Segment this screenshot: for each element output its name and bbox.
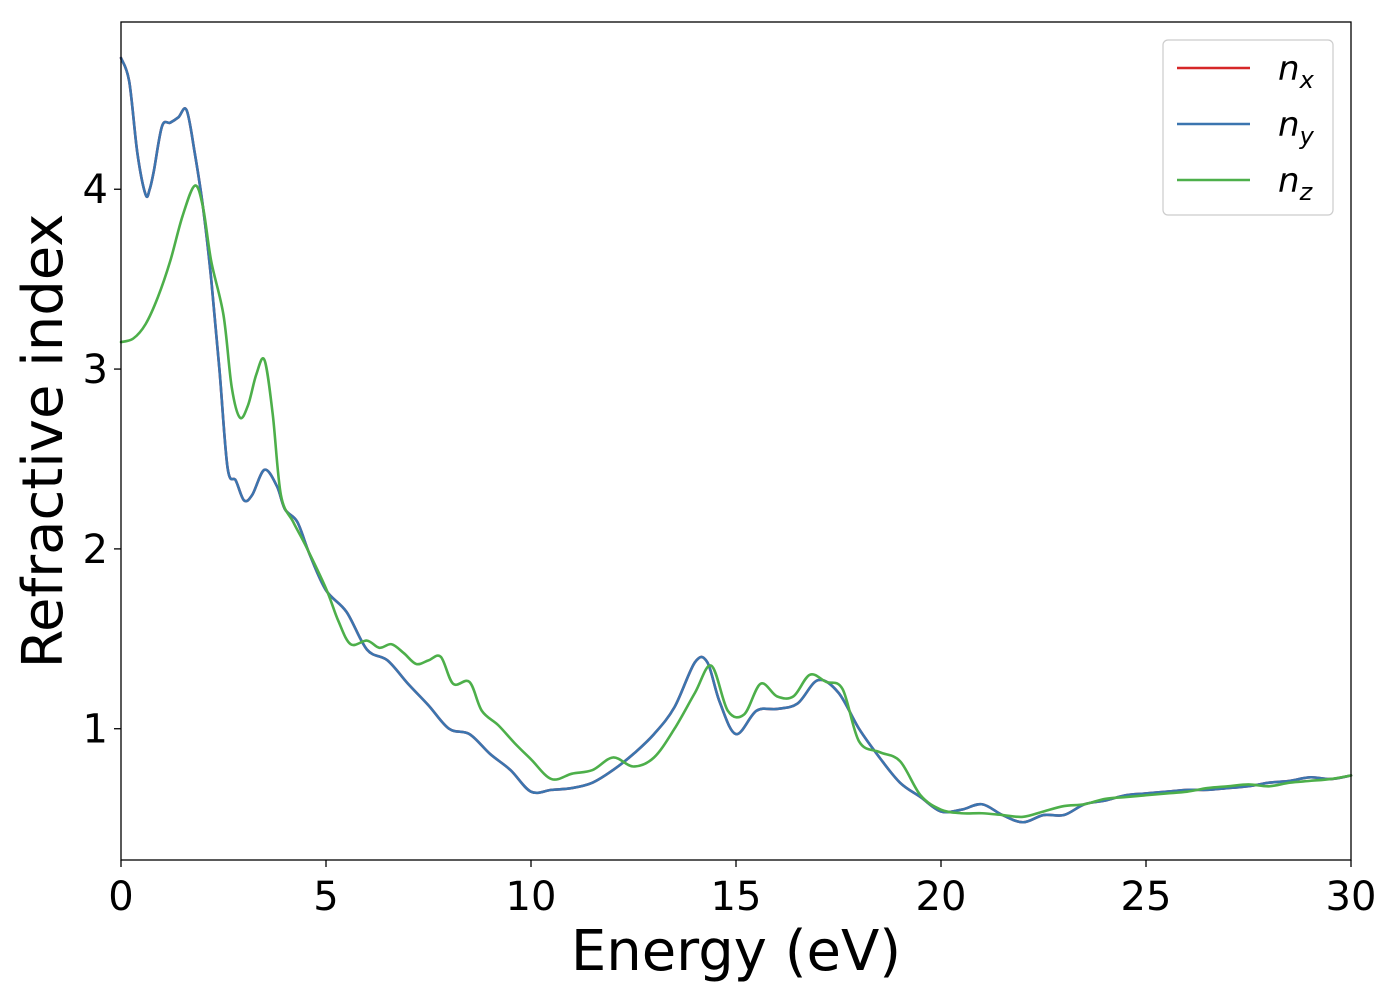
x-tick-label: 20	[916, 874, 967, 920]
plot-area	[121, 22, 1351, 860]
x-tick-label: 10	[506, 874, 557, 920]
series-layer	[119, 56, 1353, 824]
series-line-n-z	[119, 184, 1353, 819]
x-axis: 0 5 10 15 20 25 30	[108, 860, 1376, 920]
x-tick-label: 15	[711, 874, 762, 920]
legend-box	[1162, 39, 1334, 216]
x-tick-label: 25	[1121, 874, 1172, 920]
legend-label-n-x: nx	[1278, 49, 1315, 94]
y-tick-label: 1	[83, 707, 108, 753]
y-axis-title: Refractive index	[11, 214, 76, 669]
y-tick-label: 2	[83, 527, 108, 573]
legend-label-n-z: nz	[1278, 161, 1314, 206]
x-tick-label: 0	[108, 874, 133, 920]
y-axis: 1 2 3 4	[83, 167, 121, 753]
x-tick-label: 5	[313, 874, 338, 920]
y-tick-label: 3	[83, 347, 108, 393]
legend: nx ny nz	[1162, 39, 1334, 216]
x-axis-title: Energy (eV)	[571, 919, 901, 984]
x-tick-label: 30	[1326, 874, 1377, 920]
y-tick-label: 4	[83, 167, 108, 213]
legend-label-n-y: ny	[1278, 105, 1315, 150]
